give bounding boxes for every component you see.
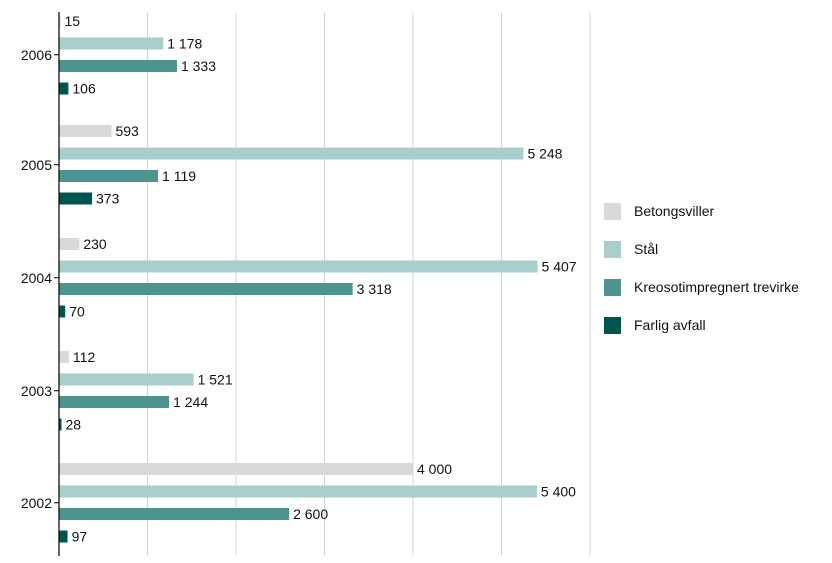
legend-item: Stål <box>604 239 658 259</box>
data-label-2002-2: 5 400 <box>541 484 576 500</box>
data-label-2002-4: 97 <box>72 529 88 545</box>
bar-2004-2 <box>59 260 538 273</box>
legend-swatch <box>604 202 621 220</box>
data-label-2006-1: 15 <box>65 13 81 29</box>
bar-2006-4 <box>59 82 69 95</box>
data-label-2005-3: 1 119 <box>162 168 196 184</box>
bar-2004-1 <box>59 238 80 250</box>
bar-2003-4 <box>59 418 62 431</box>
data-label-2005-1: 593 <box>115 123 139 139</box>
bar-2002-3 <box>59 508 290 520</box>
legend-item: Kreosotimpregnert trevirke <box>604 277 799 297</box>
data-label-2004-2: 5 407 <box>542 259 577 275</box>
legend-swatch <box>604 316 621 334</box>
data-label-2006-2: 1 178 <box>167 36 202 52</box>
y-tick-label-2005: 2005 <box>21 157 52 173</box>
bar-2003-3 <box>59 396 170 408</box>
bar-2005-4 <box>59 192 93 205</box>
bar-2002-2 <box>59 485 537 498</box>
bar-2003-1 <box>59 351 69 363</box>
legend-swatch <box>604 240 621 258</box>
bar-2004-3 <box>59 283 353 295</box>
y-tick-label-2006: 2006 <box>21 47 52 63</box>
legend-label: Farlig avfall <box>634 317 706 333</box>
data-label-2005-4: 373 <box>96 191 120 207</box>
y-axis: 2006 2005 2004 2003 2002 <box>21 12 60 556</box>
bar-2006-2 <box>59 37 164 50</box>
legend-label: Stål <box>634 241 659 257</box>
bar-2002-4 <box>59 530 68 543</box>
y-tick-label-2002: 2002 <box>21 495 52 511</box>
y-tick-label-2003: 2003 <box>21 383 52 399</box>
bar-2004-4 <box>59 305 66 318</box>
legend-label: Kreosotimpregnert trevirke <box>634 279 799 295</box>
bar-2005-1 <box>59 125 112 137</box>
data-label-2003-4: 28 <box>65 417 81 433</box>
data-label-2002-1: 4 000 <box>417 461 452 477</box>
data-label-2004-4: 70 <box>69 304 85 320</box>
data-label-2004-1: 230 <box>83 236 107 252</box>
bar-2006-3 <box>59 60 177 72</box>
bars <box>59 15 538 543</box>
data-label-2005-2: 5 248 <box>527 146 562 162</box>
bar-2005-2 <box>59 147 524 160</box>
data-label-2006-3: 1 333 <box>181 58 216 74</box>
data-label-2002-3: 2 600 <box>293 506 328 522</box>
data-label-2003-2: 1 521 <box>198 372 233 388</box>
data-label-2003-1: 112 <box>73 349 96 365</box>
legend-label: Betongsviller <box>634 203 715 219</box>
data-labels: 15 1 178 1 333 106 593 5 248 1 119 373 230 5 407 3… <box>65 13 577 545</box>
data-label-2003-3: 1 244 <box>173 394 208 410</box>
data-label-2004-3: 3 318 <box>357 281 392 297</box>
legend-item: Betongsviller <box>604 201 714 221</box>
legend-item: Farlig avfall <box>604 315 706 335</box>
bar-2003-2 <box>59 373 194 386</box>
bar-2002-1 <box>59 463 413 475</box>
y-tick-label-2004: 2004 <box>21 270 52 286</box>
bar-2006-1 <box>59 15 61 27</box>
bar-2005-3 <box>59 170 159 182</box>
legend-swatch <box>604 278 621 296</box>
data-label-2006-4: 106 <box>72 81 96 97</box>
